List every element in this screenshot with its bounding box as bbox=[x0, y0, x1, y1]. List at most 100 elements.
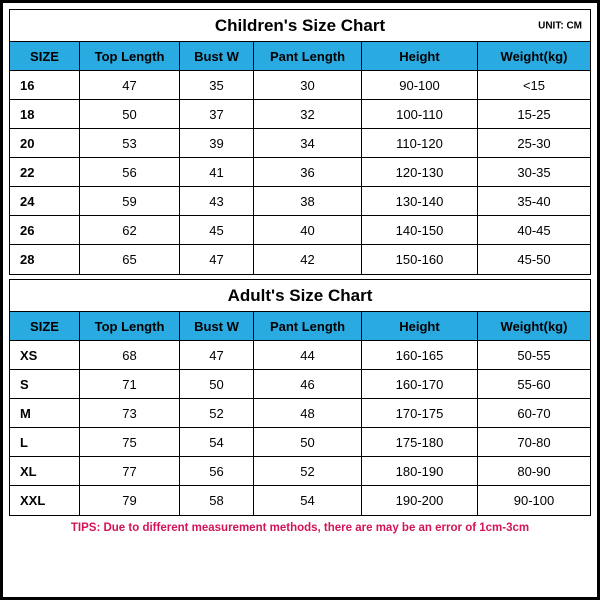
table-cell: 50 bbox=[180, 370, 254, 398]
adult-title-row: Adult's Size Chart bbox=[10, 280, 590, 312]
table-cell: 120-130 bbox=[362, 158, 478, 186]
table-cell: 60-70 bbox=[478, 399, 590, 427]
table-cell: 100-110 bbox=[362, 100, 478, 128]
table-cell: 70-80 bbox=[478, 428, 590, 456]
table-cell: S bbox=[10, 370, 80, 398]
table-cell: 58 bbox=[180, 486, 254, 515]
table-cell: 32 bbox=[254, 100, 362, 128]
table-cell: 36 bbox=[254, 158, 362, 186]
table-cell: 52 bbox=[180, 399, 254, 427]
col-bust-w: Bust W bbox=[180, 42, 254, 70]
children-title: Children's Size Chart bbox=[215, 16, 385, 36]
table-cell: 35-40 bbox=[478, 187, 590, 215]
table-cell: 48 bbox=[254, 399, 362, 427]
table-cell: 90-100 bbox=[362, 71, 478, 99]
table-cell: 43 bbox=[180, 187, 254, 215]
table-cell: 38 bbox=[254, 187, 362, 215]
table-cell: 77 bbox=[80, 457, 180, 485]
table-cell: 62 bbox=[80, 216, 180, 244]
table-cell: 50 bbox=[254, 428, 362, 456]
table-cell: 160-170 bbox=[362, 370, 478, 398]
table-cell: 175-180 bbox=[362, 428, 478, 456]
table-cell: 28 bbox=[10, 245, 80, 274]
table-cell: 16 bbox=[10, 71, 80, 99]
table-cell: 110-120 bbox=[362, 129, 478, 157]
table-cell: 71 bbox=[80, 370, 180, 398]
table-cell: 59 bbox=[80, 187, 180, 215]
adult-chart: Adult's Size Chart SIZE Top Length Bust … bbox=[9, 279, 591, 516]
table-cell: 22 bbox=[10, 158, 80, 186]
adult-title: Adult's Size Chart bbox=[228, 286, 373, 306]
table-cell: 18 bbox=[10, 100, 80, 128]
table-row: M735248170-17560-70 bbox=[10, 399, 590, 428]
table-cell: <15 bbox=[478, 71, 590, 99]
table-cell: 150-160 bbox=[362, 245, 478, 274]
col-height: Height bbox=[362, 312, 478, 340]
table-row: L755450175-18070-80 bbox=[10, 428, 590, 457]
table-row: 1647353090-100<15 bbox=[10, 71, 590, 100]
table-cell: L bbox=[10, 428, 80, 456]
table-cell: 25-30 bbox=[478, 129, 590, 157]
table-cell: XXL bbox=[10, 486, 80, 515]
table-row: 24594338130-14035-40 bbox=[10, 187, 590, 216]
table-cell: 54 bbox=[254, 486, 362, 515]
table-cell: 68 bbox=[80, 341, 180, 369]
table-cell: 45 bbox=[180, 216, 254, 244]
table-cell: 15-25 bbox=[478, 100, 590, 128]
table-cell: 75 bbox=[80, 428, 180, 456]
table-cell: 52 bbox=[254, 457, 362, 485]
table-cell: 73 bbox=[80, 399, 180, 427]
table-row: 18503732100-11015-25 bbox=[10, 100, 590, 129]
tips-note: TIPS: Due to different measurement metho… bbox=[9, 520, 591, 538]
table-cell: 170-175 bbox=[362, 399, 478, 427]
children-title-row: Children's Size Chart UNIT: CM bbox=[10, 10, 590, 42]
table-cell: 39 bbox=[180, 129, 254, 157]
table-row: 20533934110-12025-30 bbox=[10, 129, 590, 158]
size-chart-container: Children's Size Chart UNIT: CM SIZE Top … bbox=[0, 0, 600, 600]
table-row: 26624540140-15040-45 bbox=[10, 216, 590, 245]
col-top-length: Top Length bbox=[80, 312, 180, 340]
table-row: XXL795854190-20090-100 bbox=[10, 486, 590, 515]
table-row: S715046160-17055-60 bbox=[10, 370, 590, 399]
table-cell: 45-50 bbox=[478, 245, 590, 274]
table-cell: 50 bbox=[80, 100, 180, 128]
table-cell: 24 bbox=[10, 187, 80, 215]
table-cell: 50-55 bbox=[478, 341, 590, 369]
table-cell: 180-190 bbox=[362, 457, 478, 485]
table-cell: 140-150 bbox=[362, 216, 478, 244]
table-cell: 80-90 bbox=[478, 457, 590, 485]
table-cell: 47 bbox=[180, 245, 254, 274]
col-height: Height bbox=[362, 42, 478, 70]
table-cell: 160-165 bbox=[362, 341, 478, 369]
table-cell: 54 bbox=[180, 428, 254, 456]
col-pant-length: Pant Length bbox=[254, 312, 362, 340]
col-weight: Weight(kg) bbox=[478, 312, 590, 340]
col-size: SIZE bbox=[10, 312, 80, 340]
col-bust-w: Bust W bbox=[180, 312, 254, 340]
table-cell: 41 bbox=[180, 158, 254, 186]
table-cell: 44 bbox=[254, 341, 362, 369]
table-cell: 40 bbox=[254, 216, 362, 244]
table-cell: 34 bbox=[254, 129, 362, 157]
children-chart: Children's Size Chart UNIT: CM SIZE Top … bbox=[9, 9, 591, 275]
table-row: XS684744160-16550-55 bbox=[10, 341, 590, 370]
table-cell: 30 bbox=[254, 71, 362, 99]
table-cell: 79 bbox=[80, 486, 180, 515]
table-cell: 20 bbox=[10, 129, 80, 157]
table-cell: 30-35 bbox=[478, 158, 590, 186]
table-row: 22564136120-13030-35 bbox=[10, 158, 590, 187]
table-cell: XL bbox=[10, 457, 80, 485]
table-row: 28654742150-16045-50 bbox=[10, 245, 590, 274]
table-cell: 65 bbox=[80, 245, 180, 274]
table-cell: 26 bbox=[10, 216, 80, 244]
table-cell: M bbox=[10, 399, 80, 427]
table-cell: 190-200 bbox=[362, 486, 478, 515]
col-top-length: Top Length bbox=[80, 42, 180, 70]
table-cell: 56 bbox=[180, 457, 254, 485]
children-header-row: SIZE Top Length Bust W Pant Length Heigh… bbox=[10, 42, 590, 71]
unit-label: UNIT: CM bbox=[538, 20, 582, 31]
col-size: SIZE bbox=[10, 42, 80, 70]
adult-header-row: SIZE Top Length Bust W Pant Length Heigh… bbox=[10, 312, 590, 341]
table-cell: 53 bbox=[80, 129, 180, 157]
table-cell: 46 bbox=[254, 370, 362, 398]
